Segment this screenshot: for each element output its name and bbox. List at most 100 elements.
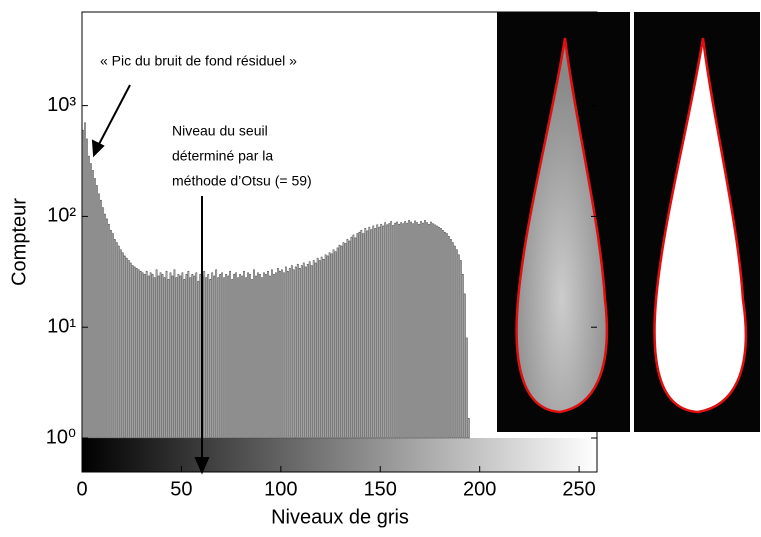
bar (440, 228, 442, 439)
colorbar (82, 438, 597, 472)
y-tick-label: 10² (47, 205, 76, 227)
bar (442, 229, 444, 439)
x-tick-label: 250 (562, 478, 595, 500)
bar (300, 265, 303, 439)
annotation: déterminé par la (172, 148, 273, 164)
bar (344, 243, 347, 439)
bar (338, 244, 341, 439)
bar (173, 269, 176, 439)
bar (213, 275, 216, 439)
bar (448, 236, 450, 439)
bar (271, 269, 273, 439)
bar (402, 223, 404, 439)
bar (374, 228, 377, 439)
bar (420, 221, 422, 439)
bar (364, 228, 367, 439)
bar (398, 223, 400, 439)
bar (107, 223, 110, 439)
bar (463, 293, 466, 439)
arrows (91, 84, 210, 475)
bar (366, 230, 369, 439)
bar (88, 155, 90, 439)
bar (410, 221, 412, 439)
bar (394, 222, 397, 439)
bar (358, 231, 361, 439)
bar (257, 272, 259, 439)
bar (104, 213, 106, 439)
bar (129, 262, 132, 439)
bar (424, 220, 426, 439)
bar (181, 272, 184, 439)
bar (334, 251, 337, 439)
bar (155, 269, 158, 439)
bar (292, 269, 295, 439)
bar (183, 279, 186, 439)
annotation: méthode d’Otsu (= 59) (172, 173, 312, 189)
bar (362, 233, 365, 439)
bar (263, 272, 265, 439)
bar (225, 274, 228, 439)
bar (113, 239, 116, 439)
bar (163, 277, 166, 439)
bar (199, 274, 202, 439)
bar (179, 275, 182, 439)
bar (390, 221, 393, 439)
bar (438, 226, 440, 439)
bar (324, 254, 327, 439)
bar (336, 247, 339, 439)
bar (205, 277, 208, 439)
bar (275, 272, 277, 439)
bar (332, 249, 335, 439)
bar (310, 265, 313, 439)
bar (428, 223, 430, 439)
bar (342, 242, 345, 439)
y-axis-label: Compteur (8, 198, 30, 286)
x-tick-label: 50 (170, 478, 192, 500)
bar (121, 252, 124, 439)
bar (215, 269, 218, 439)
bar (426, 222, 428, 439)
bar (288, 268, 291, 439)
bar (380, 223, 383, 439)
bar (221, 272, 224, 439)
bar (131, 265, 134, 439)
bar (253, 269, 255, 439)
bar (123, 255, 126, 439)
bar (408, 220, 410, 439)
bar (392, 225, 395, 439)
bar (314, 262, 317, 439)
x-axis-label: Niveaux de gris (271, 506, 409, 528)
y-tick-label: 10¹ (47, 315, 76, 337)
bar (451, 242, 454, 439)
bar (227, 275, 229, 439)
bar (306, 263, 309, 439)
bar (328, 252, 331, 439)
bar (259, 274, 261, 439)
bar (350, 236, 353, 439)
bar (412, 223, 414, 439)
bar (422, 222, 424, 439)
bar (290, 265, 293, 439)
bar (237, 277, 239, 439)
bar (261, 277, 263, 439)
bar (446, 233, 448, 439)
bar (229, 270, 231, 439)
bar (340, 245, 343, 439)
bar (370, 229, 373, 439)
bar (135, 268, 138, 439)
bar (133, 266, 136, 439)
bar (223, 277, 226, 439)
bar (191, 274, 194, 439)
bar (203, 270, 206, 439)
bar (346, 239, 349, 439)
bar (388, 223, 391, 439)
bar (378, 226, 381, 439)
bar (177, 274, 180, 439)
bar (147, 275, 150, 439)
bar (277, 268, 279, 439)
bar (326, 255, 329, 439)
bar (100, 199, 102, 439)
bar (455, 249, 458, 439)
bar (384, 222, 387, 439)
bar (145, 270, 148, 439)
